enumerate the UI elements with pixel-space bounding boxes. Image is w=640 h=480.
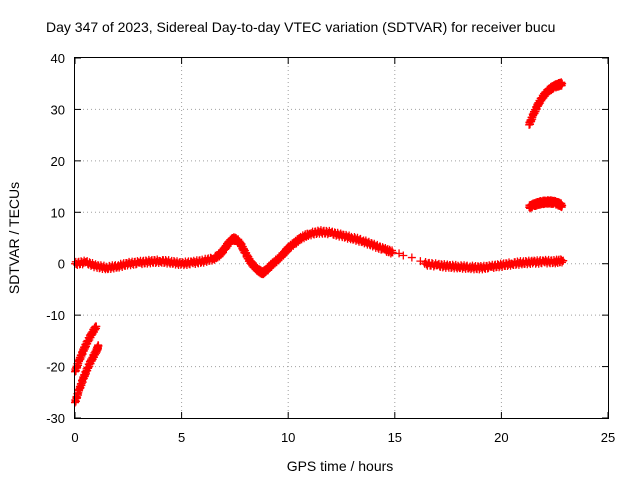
y-tick-label-4: 10 [51, 205, 65, 220]
x-axis-label: GPS time / hours [287, 458, 394, 474]
y-axis-label: SDTVAR / TECUs [6, 182, 22, 294]
y-tick-label-6: 30 [51, 102, 65, 117]
x-tick-label-3: 15 [388, 430, 402, 445]
data-point [399, 251, 408, 260]
data-point [94, 342, 103, 350]
data-point [388, 248, 397, 257]
series-middle-arc [525, 196, 567, 213]
x-tick-label-5: 25 [601, 430, 615, 445]
x-tick-label-4: 20 [494, 430, 508, 445]
y-tick-label-7: 40 [51, 51, 65, 66]
plot-frame [74, 57, 609, 419]
y-tick-label-5: 20 [51, 154, 65, 169]
series-sparse-points [395, 249, 425, 266]
data-point [558, 201, 567, 210]
chart-title: Day 347 of 2023, Sidereal Day-to-day VTE… [46, 19, 555, 35]
data-point [416, 257, 425, 266]
series-main-trace [71, 226, 397, 279]
x-tick-label-0: 0 [71, 430, 78, 445]
data-point [395, 249, 404, 258]
y-axis-ticks: -30 -20 -10 0 10 20 30 40 [46, 51, 608, 426]
series-late-trace [420, 255, 568, 274]
y-tick-label-1: -20 [46, 360, 65, 375]
y-tick-label-3: 0 [58, 257, 65, 272]
data-point [92, 322, 101, 331]
y-tick-label-2: -10 [46, 308, 65, 323]
series-lower-left-arc-a [71, 322, 101, 376]
data-point [558, 79, 567, 88]
x-axis-ticks: 0 5 10 15 20 25 [71, 58, 615, 445]
series-upper-arc [525, 78, 567, 129]
data-marks [71, 78, 568, 407]
data-point [559, 256, 568, 265]
data-point [407, 253, 416, 262]
y-tick-label-0: -30 [46, 411, 65, 426]
x-tick-label-2: 10 [281, 430, 295, 445]
series-lower-left-arc-b [71, 341, 103, 407]
x-tick-label-1: 5 [178, 430, 185, 445]
